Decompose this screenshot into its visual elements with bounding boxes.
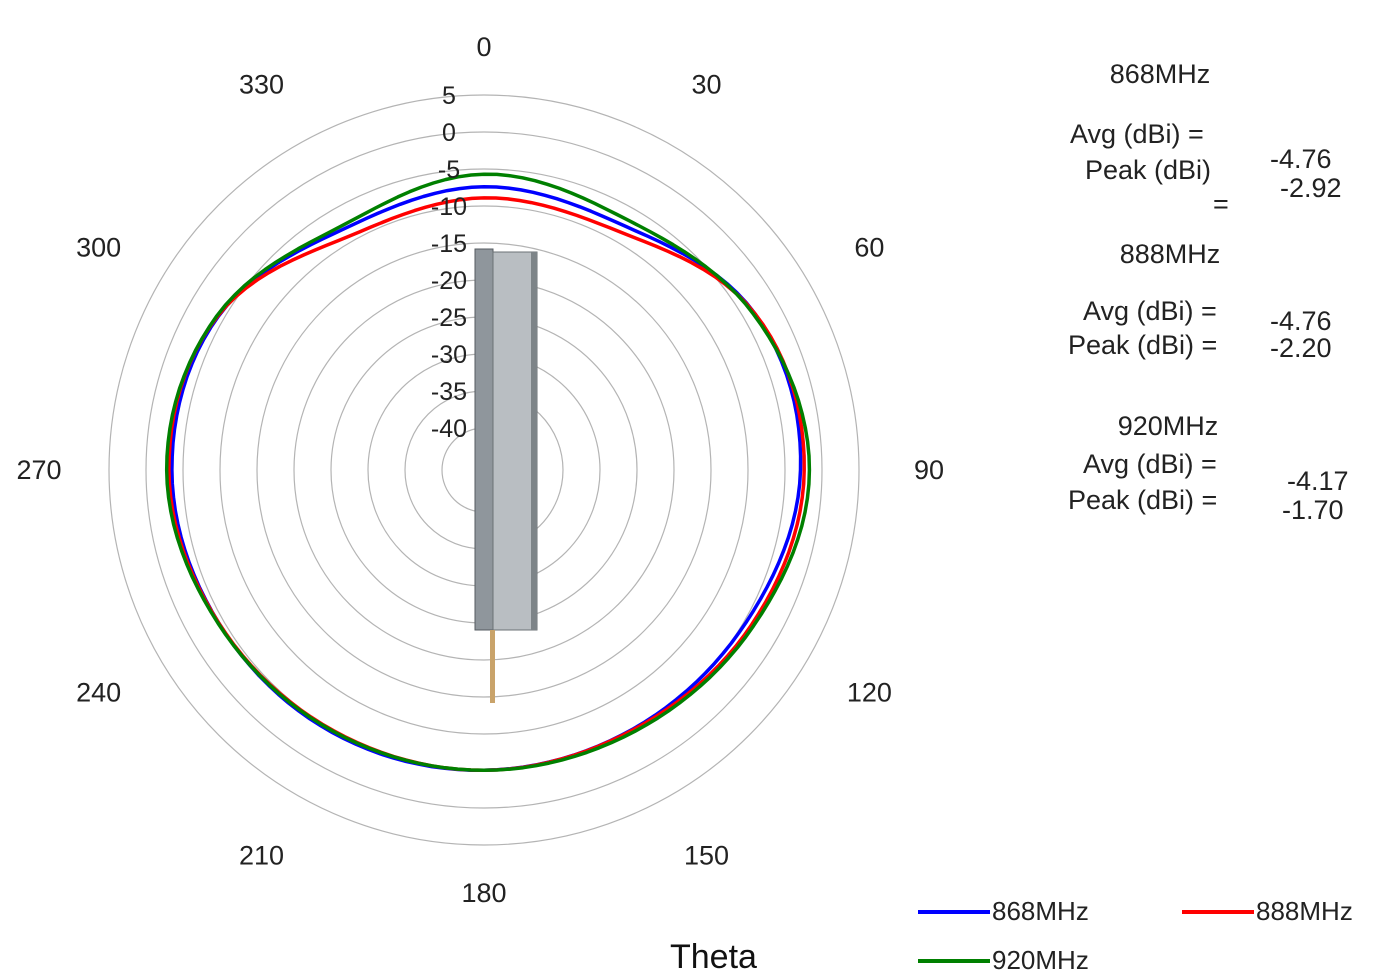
antenna-image xyxy=(474,248,538,703)
angle-tick-label: 30 xyxy=(691,70,721,100)
radial-tick-label: -10 xyxy=(431,193,467,221)
stats-868-avg-label: Avg (dBi) = xyxy=(1070,119,1204,149)
stats-868-avg-value: -4.76 xyxy=(1270,144,1332,174)
stats-920-peak-value: -1.70 xyxy=(1282,495,1344,525)
angle-tick-label: 120 xyxy=(847,678,892,708)
antenna-edge xyxy=(531,252,537,630)
axis-label-theta: Theta xyxy=(670,938,757,976)
stats-920-title: 920MHz xyxy=(1117,411,1219,441)
stats-888-peak-value: -2.20 xyxy=(1270,333,1332,363)
antenna-body-dark xyxy=(474,248,494,631)
angle-tick-label: 330 xyxy=(239,70,284,100)
stats-888-title: 888MHz xyxy=(1119,239,1221,269)
angle-tick-label: 60 xyxy=(854,233,884,263)
antenna-body-light xyxy=(492,251,538,631)
radial-tick-labels: 5 0 -5 -10 -15 -20 -25 -30 -35 -40 xyxy=(431,82,467,443)
legend-item-868: 868MHz xyxy=(918,896,1089,927)
angle-tick-label: 240 xyxy=(76,678,121,708)
stats-920-peak-label: Peak (dBi) = xyxy=(1068,485,1218,515)
stats-868-peak-label: Peak (dBi) xyxy=(1085,155,1212,185)
angle-tick-label: 0 xyxy=(476,32,491,62)
legend-swatch-868 xyxy=(918,909,990,914)
antenna-feed-wire xyxy=(490,630,495,703)
legend-label-868: 868MHz xyxy=(992,896,1089,926)
grid-ring xyxy=(256,242,712,698)
angle-tick-label: 270 xyxy=(16,455,61,485)
grid-ring xyxy=(219,205,749,735)
angle-tick-label: 150 xyxy=(684,840,729,870)
legend-item-888: 888MHz xyxy=(1182,896,1353,927)
angle-tick-label: 180 xyxy=(461,878,506,908)
angle-tick-label: 300 xyxy=(76,233,121,263)
grid-ring xyxy=(145,131,823,809)
stats-868-peak-eq: = xyxy=(1213,189,1229,219)
legend-swatch-888 xyxy=(1182,909,1254,914)
series-line-920MHz xyxy=(164,172,812,773)
radial-tick-label: -20 xyxy=(431,267,467,295)
legend-swatch-920 xyxy=(918,958,990,963)
radial-tick-label: -25 xyxy=(431,304,467,332)
stats-888-avg-label: Avg (dBi) = xyxy=(1083,296,1217,326)
stats-920-avg-label: Avg (dBi) = xyxy=(1083,449,1217,479)
stats-888-avg-value: -4.76 xyxy=(1270,306,1332,336)
angle-tick-label: 90 xyxy=(914,455,944,485)
radial-tick-label: -40 xyxy=(431,415,467,443)
series-layer xyxy=(164,172,812,773)
radial-tick-label: -35 xyxy=(431,378,467,406)
stats-868-title: 868MHz xyxy=(1109,59,1211,89)
radial-tick-label: 5 xyxy=(442,82,456,110)
legend-item-920: 920MHz xyxy=(918,945,1089,976)
angle-tick-labels: 0 30 60 90 120 150 180 210 240 270 300 330 xyxy=(16,32,944,908)
stats-920-avg-value: -4.17 xyxy=(1287,466,1349,496)
legend-label-888: 888MHz xyxy=(1256,896,1353,926)
radial-tick-label: -30 xyxy=(431,341,467,369)
grid-ring xyxy=(108,94,860,846)
legend-label-920: 920MHz xyxy=(992,945,1089,975)
radial-tick-label: 0 xyxy=(442,119,456,147)
stats-888-peak-label: Peak (dBi) = xyxy=(1068,330,1218,360)
angle-tick-label: 210 xyxy=(239,840,284,870)
radial-tick-label: -15 xyxy=(431,230,467,258)
stats-868-peak-value: -2.92 xyxy=(1280,173,1342,203)
radial-tick-label: -5 xyxy=(438,156,460,184)
